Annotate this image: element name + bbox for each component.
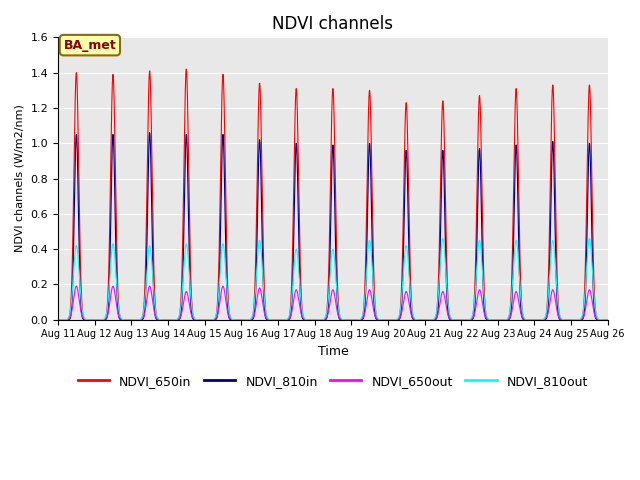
Line: NDVI_650out: NDVI_650out <box>58 286 608 320</box>
Line: NDVI_810in: NDVI_810in <box>58 132 608 320</box>
NDVI_650out <box>166 317 173 323</box>
NDVI_650in <box>172 317 179 323</box>
Title: NDVI channels: NDVI channels <box>273 15 394 33</box>
NDVI_650out <box>260 307 268 313</box>
NDVI_650out <box>604 317 612 323</box>
NDVI_650out <box>72 283 80 289</box>
NDVI_810in <box>604 317 612 323</box>
NDVI_810in <box>146 130 154 135</box>
NDVI_810in <box>487 317 495 323</box>
NDVI_810in <box>172 317 180 323</box>
NDVI_650out <box>409 315 417 321</box>
NDVI_810in <box>409 316 417 322</box>
NDVI_810out <box>586 236 593 241</box>
NDVI_650out <box>54 317 62 323</box>
NDVI_650in <box>166 317 173 323</box>
NDVI_810out <box>172 317 179 323</box>
NDVI_810out <box>409 311 417 316</box>
NDVI_650in <box>487 317 495 323</box>
NDVI_650in <box>409 312 417 318</box>
Y-axis label: NDVI channels (W/m2/nm): NDVI channels (W/m2/nm) <box>15 105 25 252</box>
NDVI_650in <box>604 317 612 323</box>
NDVI_810in <box>54 317 62 323</box>
NDVI_650in <box>54 317 62 323</box>
Line: NDVI_650in: NDVI_650in <box>58 69 608 320</box>
NDVI_650out <box>602 317 610 323</box>
NDVI_810in <box>260 298 268 304</box>
Legend: NDVI_650in, NDVI_810in, NDVI_650out, NDVI_810out: NDVI_650in, NDVI_810in, NDVI_650out, NDV… <box>73 370 593 393</box>
NDVI_810in <box>602 317 610 323</box>
NDVI_650out <box>487 317 495 323</box>
Text: BA_met: BA_met <box>63 38 116 52</box>
NDVI_810out <box>487 317 495 323</box>
NDVI_810out <box>54 317 62 323</box>
NDVI_810out <box>260 288 268 294</box>
NDVI_810out <box>166 317 173 323</box>
NDVI_650out <box>172 317 180 323</box>
NDVI_650in <box>260 270 268 276</box>
NDVI_650in <box>182 66 190 72</box>
NDVI_650in <box>602 317 610 323</box>
NDVI_810out <box>602 317 610 323</box>
NDVI_810in <box>166 317 173 323</box>
NDVI_810out <box>604 317 612 323</box>
Line: NDVI_810out: NDVI_810out <box>58 239 608 320</box>
X-axis label: Time: Time <box>317 345 348 358</box>
